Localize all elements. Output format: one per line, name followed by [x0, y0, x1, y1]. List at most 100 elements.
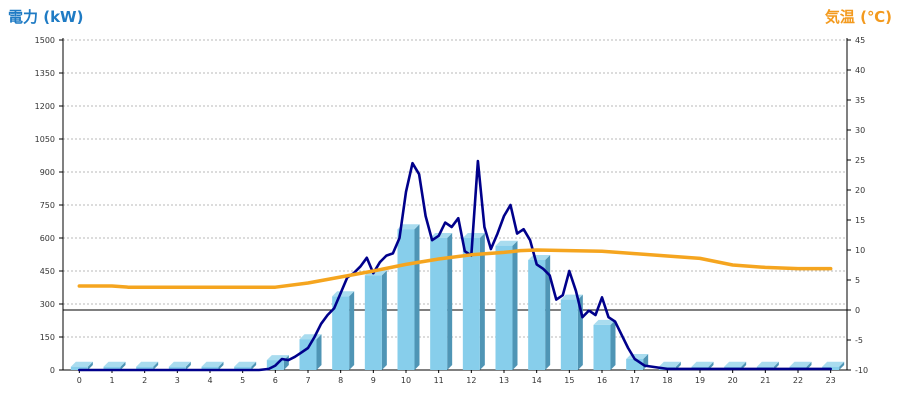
right-tick-label: -10 [855, 366, 868, 375]
power-bar [495, 240, 518, 370]
x-tick-label: 20 [728, 376, 738, 385]
power-bar-side [545, 255, 551, 370]
power-bar-front [364, 275, 382, 370]
right-tick-label: 30 [855, 126, 865, 135]
power-bar-top [658, 361, 681, 367]
x-tick-label: 12 [466, 376, 476, 385]
x-tick-label: 10 [401, 376, 411, 385]
power-bar-front [70, 366, 88, 370]
left-tick-label: 600 [40, 234, 55, 243]
power-bar-top [168, 361, 191, 367]
power-bar [528, 255, 551, 370]
power-bar-front [136, 366, 154, 370]
left-tick-label: 0 [50, 366, 55, 375]
power-bar [593, 319, 616, 370]
power-bar-side [218, 361, 224, 370]
right-tick-label: 25 [855, 156, 865, 165]
left-tick-label: 150 [40, 333, 55, 342]
power-bar [332, 291, 355, 370]
power-bar-top [724, 361, 747, 367]
right-tick-label: 20 [855, 186, 865, 195]
power-bar-side [251, 361, 257, 370]
power-bar-top [332, 291, 355, 297]
left-axis-title: 電力 (kW) [8, 8, 84, 26]
power-bar-front [234, 366, 252, 370]
power-bar-side [153, 361, 159, 370]
power-bar-front [593, 324, 611, 370]
left-tick-label: 300 [40, 300, 55, 309]
power-bar [560, 294, 583, 370]
power-bar-side [447, 233, 453, 370]
power-bar-front [626, 359, 644, 370]
left-tick-label: 1350 [35, 69, 55, 78]
left-tick-label: 450 [40, 267, 55, 276]
power-bar-top [789, 361, 812, 367]
power-bar [234, 361, 257, 370]
x-tick-label: 15 [564, 376, 574, 385]
right-tick-label: 5 [855, 276, 860, 285]
power-bar-side [185, 361, 191, 370]
power-bar-front [168, 366, 186, 370]
power-bar-side [316, 334, 322, 370]
power-bar-side [381, 270, 387, 370]
power-bar-top [136, 361, 159, 367]
power-bar-front [299, 339, 317, 370]
power-bar-top [234, 361, 257, 367]
right-axis-title: 気温 (℃) [824, 8, 892, 26]
power-bar-front [201, 366, 219, 370]
x-tick-label: 23 [826, 376, 836, 385]
x-tick-label: 14 [532, 376, 542, 385]
x-tick-label: 11 [434, 376, 444, 385]
x-tick-label: 17 [630, 376, 640, 385]
power-bar-top [397, 224, 420, 230]
x-tick-label: 4 [207, 376, 212, 385]
power-bar-front [332, 296, 350, 370]
power-bar-side [839, 361, 845, 370]
power-bar [364, 270, 387, 370]
power-bar [103, 361, 126, 370]
power-bar-front [560, 299, 578, 370]
x-tick-label: 9 [371, 376, 376, 385]
power-bar [168, 361, 191, 370]
power-bar-side [120, 361, 126, 370]
power-bar-top [103, 361, 126, 367]
power-bar-top [201, 361, 224, 367]
power-bar-side [479, 233, 485, 370]
x-tick-label: 6 [273, 376, 278, 385]
power-bar-side [349, 291, 355, 370]
power-bar [70, 361, 93, 370]
right-tick-label: 45 [855, 36, 865, 45]
left-tick-label: 900 [40, 168, 55, 177]
right-tick-label: 10 [855, 246, 865, 255]
power-bar-front [495, 245, 513, 370]
power-bar-top [70, 361, 93, 367]
left-tick-label: 1050 [35, 135, 55, 144]
x-tick-label: 22 [793, 376, 803, 385]
power-bar-front [430, 238, 448, 370]
left-tick-label: 750 [40, 201, 55, 210]
x-tick-label: 1 [109, 376, 114, 385]
power-bar [397, 224, 420, 370]
x-tick-label: 21 [760, 376, 770, 385]
power-bar-top [593, 319, 616, 325]
x-tick-label: 13 [499, 376, 509, 385]
x-tick-label: 16 [597, 376, 607, 385]
power-bar [430, 233, 453, 370]
power-bar-top [756, 361, 779, 367]
right-tick-label: 0 [855, 306, 860, 315]
x-tick-label: 7 [305, 376, 310, 385]
x-tick-label: 3 [175, 376, 180, 385]
right-tick-label: 35 [855, 96, 865, 105]
power-bar-top [495, 240, 518, 246]
left-tick-label: 1500 [35, 36, 55, 45]
power-bar-side [87, 361, 93, 370]
power-bar-side [414, 224, 420, 370]
power-bar [136, 361, 159, 370]
power-bar-front [103, 366, 121, 370]
left-tick-label: 1200 [35, 102, 55, 111]
x-tick-label: 19 [695, 376, 705, 385]
x-tick-label: 8 [338, 376, 343, 385]
power-line [78, 159, 833, 372]
x-tick-label: 2 [142, 376, 147, 385]
